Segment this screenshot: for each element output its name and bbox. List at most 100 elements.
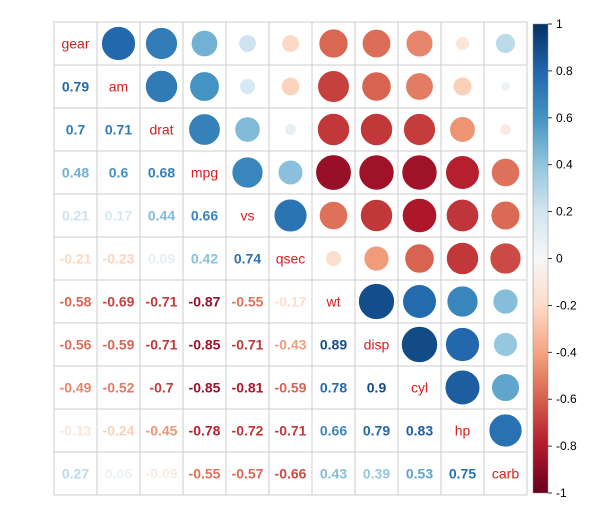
matrix-grid: [53, 21, 528, 496]
variable-label-mpg: mpg: [191, 165, 218, 181]
coefficient-label-cyl-disp: 0.9: [367, 380, 387, 396]
coefficient-label-carb-mpg: -0.55: [189, 466, 221, 482]
coefficient-label-drat-am: 0.71: [105, 122, 132, 138]
correlation-circle-drat-disp: [360, 113, 393, 146]
correlation-circle-am-disp: [361, 71, 392, 102]
correlation-circle-mpg-carb: [491, 158, 520, 187]
coefficient-label-hp-disp: 0.79: [363, 423, 390, 439]
coefficient-label-carb-cyl: 0.53: [406, 466, 433, 482]
correlation-circle-drat-carb: [499, 123, 512, 136]
correlation-circle-wt-cyl: [402, 284, 437, 319]
coefficient-label-qsec-gear: -0.21: [60, 251, 92, 267]
variable-label-wt: wt: [326, 294, 341, 310]
coefficient-label-qsec-vs: 0.74: [234, 251, 261, 267]
correlation-circle-mpg-cyl: [401, 154, 438, 191]
coefficient-label-hp-vs: -0.72: [232, 423, 264, 439]
legend-tick-label: -0.4: [556, 345, 577, 359]
coefficient-label-mpg-am: 0.6: [109, 165, 129, 181]
coefficient-label-hp-mpg: -0.78: [189, 423, 221, 439]
correlation-circle-qsec-disp: [363, 245, 390, 272]
coefficient-label-hp-gear: -0.13: [60, 423, 92, 439]
coefficient-label-carb-vs: -0.57: [232, 466, 264, 482]
coefficient-label-qsec-mpg: 0.42: [191, 251, 218, 267]
correlation-circle-drat-mpg: [188, 113, 221, 146]
correlation-circle-am-mpg: [189, 71, 220, 102]
coefficient-label-wt-drat: -0.71: [146, 294, 178, 310]
coefficient-label-qsec-am: -0.23: [103, 251, 135, 267]
coefficient-label-carb-drat: -0.09: [146, 466, 178, 482]
correlation-circle-mpg-wt: [315, 154, 352, 191]
correlation-circle-drat-vs: [234, 116, 261, 143]
coefficient-label-disp-qsec: -0.43: [275, 337, 307, 353]
correlation-circle-disp-cyl: [401, 326, 438, 363]
coefficient-label-drat-gear: 0.7: [66, 122, 86, 138]
coefficient-label-carb-wt: 0.43: [320, 466, 347, 482]
correlation-circle-am-wt: [317, 70, 350, 103]
variable-label-vs: vs: [241, 208, 255, 224]
legend-tick-label: -0.2: [556, 298, 577, 312]
coefficient-label-vs-gear: 0.21: [62, 208, 89, 224]
variable-label-drat: drat: [149, 122, 173, 138]
matrix-marks: gear 0.79 am 0.7 0.71 drat 0.48 0.6 0.68 mpg 0.21 0…: [60, 26, 523, 482]
coefficient-label-cyl-am: -0.52: [103, 380, 135, 396]
correlation-circle-cyl-hp: [444, 369, 481, 406]
coefficient-label-hp-cyl: 0.83: [406, 423, 433, 439]
correlation-circle-am-qsec: [281, 77, 300, 96]
color-legend: 1 0.8 0.6 0.4 0.2 0 -0.2 -0.4 -0.6 -0.8 -1: [532, 17, 577, 500]
correlation-circle-vs-cyl: [402, 198, 437, 233]
coefficient-label-cyl-vs: -0.81: [232, 380, 264, 396]
coefficient-label-disp-wt: 0.89: [320, 337, 347, 353]
coefficient-label-carb-am: 0.06: [105, 466, 132, 482]
correlation-circle-disp-carb: [493, 332, 518, 357]
correlation-circle-wt-carb: [492, 288, 519, 315]
correlation-circle-wt-hp: [446, 285, 479, 318]
coefficient-label-wt-am: -0.69: [103, 294, 135, 310]
variable-label-disp: disp: [364, 337, 390, 353]
correlation-circle-wt-disp: [358, 283, 395, 320]
correlation-circle-am-drat: [145, 70, 178, 103]
legend-tick-label: -0.8: [556, 439, 577, 453]
coefficient-label-carb-hp: 0.75: [449, 466, 476, 482]
correlation-circle-mpg-disp: [358, 154, 395, 191]
legend-tick-label: 0: [556, 252, 563, 266]
variable-label-gear: gear: [61, 36, 89, 52]
correlation-circle-am-vs: [239, 78, 256, 95]
correlation-circle-vs-hp: [446, 199, 479, 232]
legend-tick-label: 0.6: [556, 111, 573, 125]
coefficient-label-carb-qsec: -0.66: [275, 466, 307, 482]
coefficient-label-cyl-qsec: -0.59: [275, 380, 307, 396]
coefficient-label-cyl-gear: -0.49: [60, 380, 92, 396]
coefficient-label-hp-qsec: -0.71: [275, 423, 307, 439]
coefficient-label-hp-am: -0.24: [103, 423, 135, 439]
correlation-circle-vs-disp: [360, 199, 393, 232]
correlation-circle-gear-carb: [495, 33, 516, 54]
correlation-circle-drat-qsec: [284, 123, 297, 136]
correlation-circle-gear-cyl: [405, 29, 434, 58]
correlation-circle-vs-wt: [319, 201, 348, 230]
legend-tick-label: 0.8: [556, 64, 573, 78]
coefficient-label-cyl-mpg: -0.85: [189, 380, 221, 396]
correlation-circle-gear-qsec: [281, 34, 300, 53]
legend-tick-label: 0.4: [556, 158, 573, 172]
correlation-circle-gear-vs: [238, 34, 257, 53]
correlation-circle-am-carb: [500, 81, 511, 92]
coefficient-label-hp-wt: 0.66: [320, 423, 347, 439]
coefficient-label-am-gear: 0.79: [62, 79, 89, 95]
correlation-circle-cyl-carb: [491, 373, 520, 402]
legend-tick-label: -1: [556, 486, 567, 500]
coefficient-label-wt-gear: -0.58: [60, 294, 92, 310]
correlation-circle-qsec-hp: [446, 242, 479, 275]
correlation-circle-hp-carb: [488, 413, 523, 448]
legend-tick-label: 1: [556, 17, 563, 31]
correlation-circle-gear-drat: [145, 27, 178, 60]
legend-tick-label: 0.2: [556, 205, 573, 219]
coefficient-label-wt-qsec: -0.17: [275, 294, 307, 310]
coefficient-label-qsec-drat: 0.09: [148, 251, 175, 267]
correlation-circle-qsec-wt: [325, 250, 342, 267]
coefficient-label-carb-disp: 0.39: [363, 466, 390, 482]
coefficient-label-disp-mpg: -0.85: [189, 337, 221, 353]
correlation-circle-mpg-vs: [231, 156, 264, 189]
correlation-circle-disp-hp: [445, 327, 480, 362]
correlation-circle-drat-wt: [317, 113, 350, 146]
variable-label-cyl: cyl: [411, 380, 428, 396]
